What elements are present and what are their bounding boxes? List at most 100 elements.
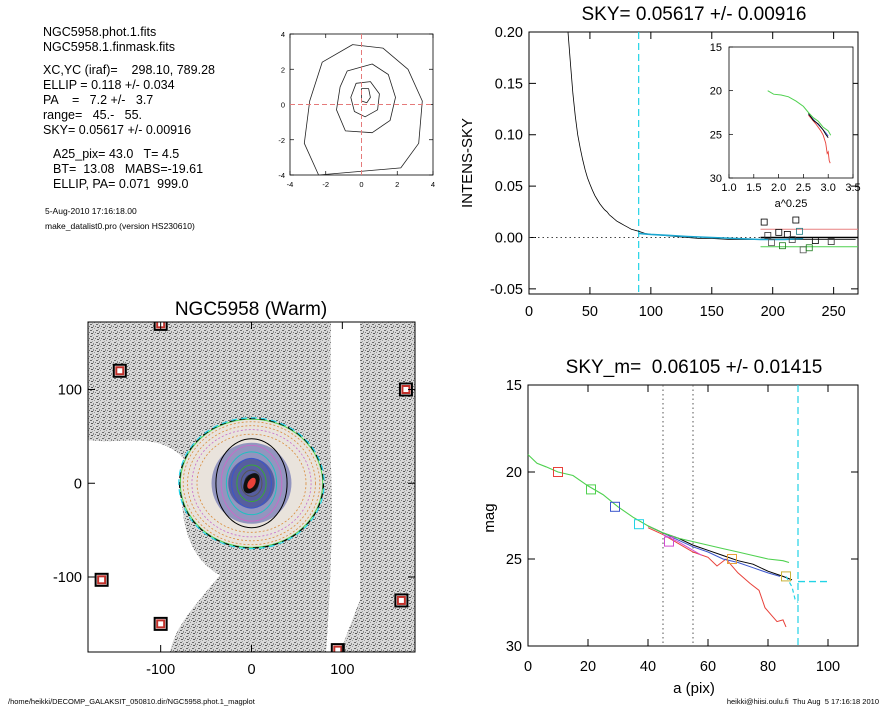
profile-sky-point <box>775 228 783 236</box>
galaxy-isophote <box>231 457 272 509</box>
info-line: A25_pix= 43.0 T= 4.5 <box>53 147 179 161</box>
masked-star-inner <box>396 595 406 605</box>
profile-sky-point <box>783 231 791 238</box>
mag-markers <box>553 467 791 582</box>
contour-ytick-label: -2 <box>278 136 285 145</box>
contour-xtick-label: 4 <box>431 180 435 189</box>
info-line: ELLIP = 0.118 +/- 0.034 <box>43 78 175 92</box>
profile-plot: SKY= 0.05617 +/- 0.00916 INTENS-SKY 0 50 1… <box>459 4 861 320</box>
profile-ytick-label: -0.05 <box>490 282 523 298</box>
profile-ytick-label: 0.20 <box>495 25 523 41</box>
galaxy-isophote <box>240 469 263 497</box>
mag-marker <box>586 484 596 495</box>
mag-ticks: 0 20 40 60 80 100 15 20 25 30 <box>506 378 858 675</box>
galaxy-isophote <box>182 421 321 546</box>
profile-ytick-label: 0.05 <box>495 179 523 195</box>
profile-sky-point <box>811 237 819 244</box>
profile-title: SKY= 0.05617 +/- 0.00916 <box>581 4 806 25</box>
profile-xtick-label: 50 <box>582 304 598 320</box>
profile-ticks: 0 50 100 150 200 250 -0.05 0.00 0.05 0.10 0.15 0.20 <box>490 25 858 320</box>
mag-black-series <box>647 525 793 581</box>
inset-xtick-label: 3.0 <box>821 182 836 194</box>
inset-plot: 1.0 1.5 2.0 2.5 3.0 3.5 15 20 25 30 a^0.25 <box>710 42 861 210</box>
profile-sky-point <box>799 246 807 254</box>
profile-ytick-label: 0.00 <box>495 230 523 246</box>
mag-ytick-label: 15 <box>506 378 522 394</box>
contour-ticks: -4 -2 0 2 4 -4 -2 0 2 4 <box>278 30 435 189</box>
inset-lines <box>767 90 832 164</box>
profile-sky-point <box>768 239 775 247</box>
profile-sky-point <box>805 244 813 252</box>
mag-plot: SKY_m= 0.06105 +/- 0.01415 mag a (pix) 0… <box>481 357 859 697</box>
masked-star-inner <box>333 645 343 652</box>
contour-xtick-label: 0 <box>359 180 363 189</box>
info-line: XC,YC (iraf)= 298.10, 789.28 <box>43 63 215 77</box>
info-program: make_datalist0.pro (version HS230610) <box>45 221 195 231</box>
inset-ytick-label: 30 <box>710 173 722 185</box>
galaxy-contours <box>178 417 325 550</box>
info-line: ELLIP, PA= 0.071 999.0 <box>53 177 188 191</box>
mag-xtick-label: 40 <box>640 659 656 675</box>
profile-sky-point <box>792 216 800 224</box>
profile-series <box>567 31 856 240</box>
mag-marker <box>553 467 563 477</box>
image-xtick-label: 100 <box>330 662 354 678</box>
mag-ytick-label: 20 <box>506 465 522 481</box>
galaxy-isophote <box>187 425 316 542</box>
info-line: NGC5958.1.finmask.fits <box>43 40 175 54</box>
info-line: NGC5958.phot.1.fits <box>43 25 156 39</box>
masked-star-inner <box>156 619 166 629</box>
contour-level <box>361 88 371 104</box>
galaxy-isophote <box>236 464 267 503</box>
mag-red-series <box>647 527 787 628</box>
image-title: NGC5958 (Warm) <box>175 299 327 320</box>
info-line: range= 45.- 55. <box>43 108 142 122</box>
mag-xtick-label: 0 <box>524 659 532 675</box>
galaxy-isophote <box>196 433 307 533</box>
contour-level <box>303 44 423 176</box>
inset-frame <box>728 46 854 179</box>
galaxy-nucleus-red <box>247 477 256 489</box>
profile-ytick-label: 0.10 <box>495 128 523 144</box>
inset-xtick-label: 1.0 <box>721 182 736 194</box>
inset-xtick-label: 3.5 <box>845 182 860 194</box>
profile-lines <box>529 31 858 294</box>
masked-region-left <box>88 440 220 652</box>
contour-level <box>336 63 396 134</box>
contour-ytick-label: 2 <box>281 65 285 74</box>
info-date: 5-Aug-2010 17:16:18.00 <box>45 206 137 216</box>
profile-sky-point <box>764 232 772 239</box>
image-ticks: -100 0 100 -100 0 100 <box>53 322 415 678</box>
profile-points <box>760 216 835 254</box>
info-line: SKY= 0.05617 +/- 0.00916 <box>43 123 191 137</box>
profile-ytick-label: 0.15 <box>495 76 523 92</box>
profile-ylabel: INTENS-SKY <box>459 118 476 208</box>
profile-xtick-label: 0 <box>525 304 533 320</box>
profile-frame <box>528 31 859 295</box>
mag-cyan-curve <box>785 576 799 603</box>
mag-marker <box>664 536 674 547</box>
contour-xtick-label: -4 <box>287 180 294 189</box>
contour-cross <box>290 34 433 175</box>
inset-ytick-label: 20 <box>710 86 722 98</box>
galaxy-isophote <box>215 438 288 529</box>
galaxy-isophote <box>179 418 324 548</box>
mag-lines <box>527 385 828 646</box>
contour-level <box>350 81 380 118</box>
profile-xtick-label: 100 <box>639 304 663 320</box>
info-line: PA = 7.2 +/- 3.7 <box>43 93 153 107</box>
profile-xtick-label: 150 <box>700 304 724 320</box>
galaxy-sky-ellipse <box>178 417 325 550</box>
mag-xtick-label: 20 <box>580 659 596 675</box>
mag-xlabel: a (pix) <box>673 680 715 697</box>
mag-ylabel: mag <box>481 503 498 532</box>
mag-ytick-label: 30 <box>506 639 522 655</box>
inset-ytick-label: 25 <box>710 129 722 141</box>
inset-xlabel: a^0.25 <box>775 198 808 210</box>
contour-xtick-label: -2 <box>322 180 329 189</box>
image-xtick-label: -100 <box>146 662 175 678</box>
profile-sky-point <box>827 238 835 246</box>
profile-sky-point <box>779 242 786 250</box>
profile-sky-point <box>788 236 796 243</box>
